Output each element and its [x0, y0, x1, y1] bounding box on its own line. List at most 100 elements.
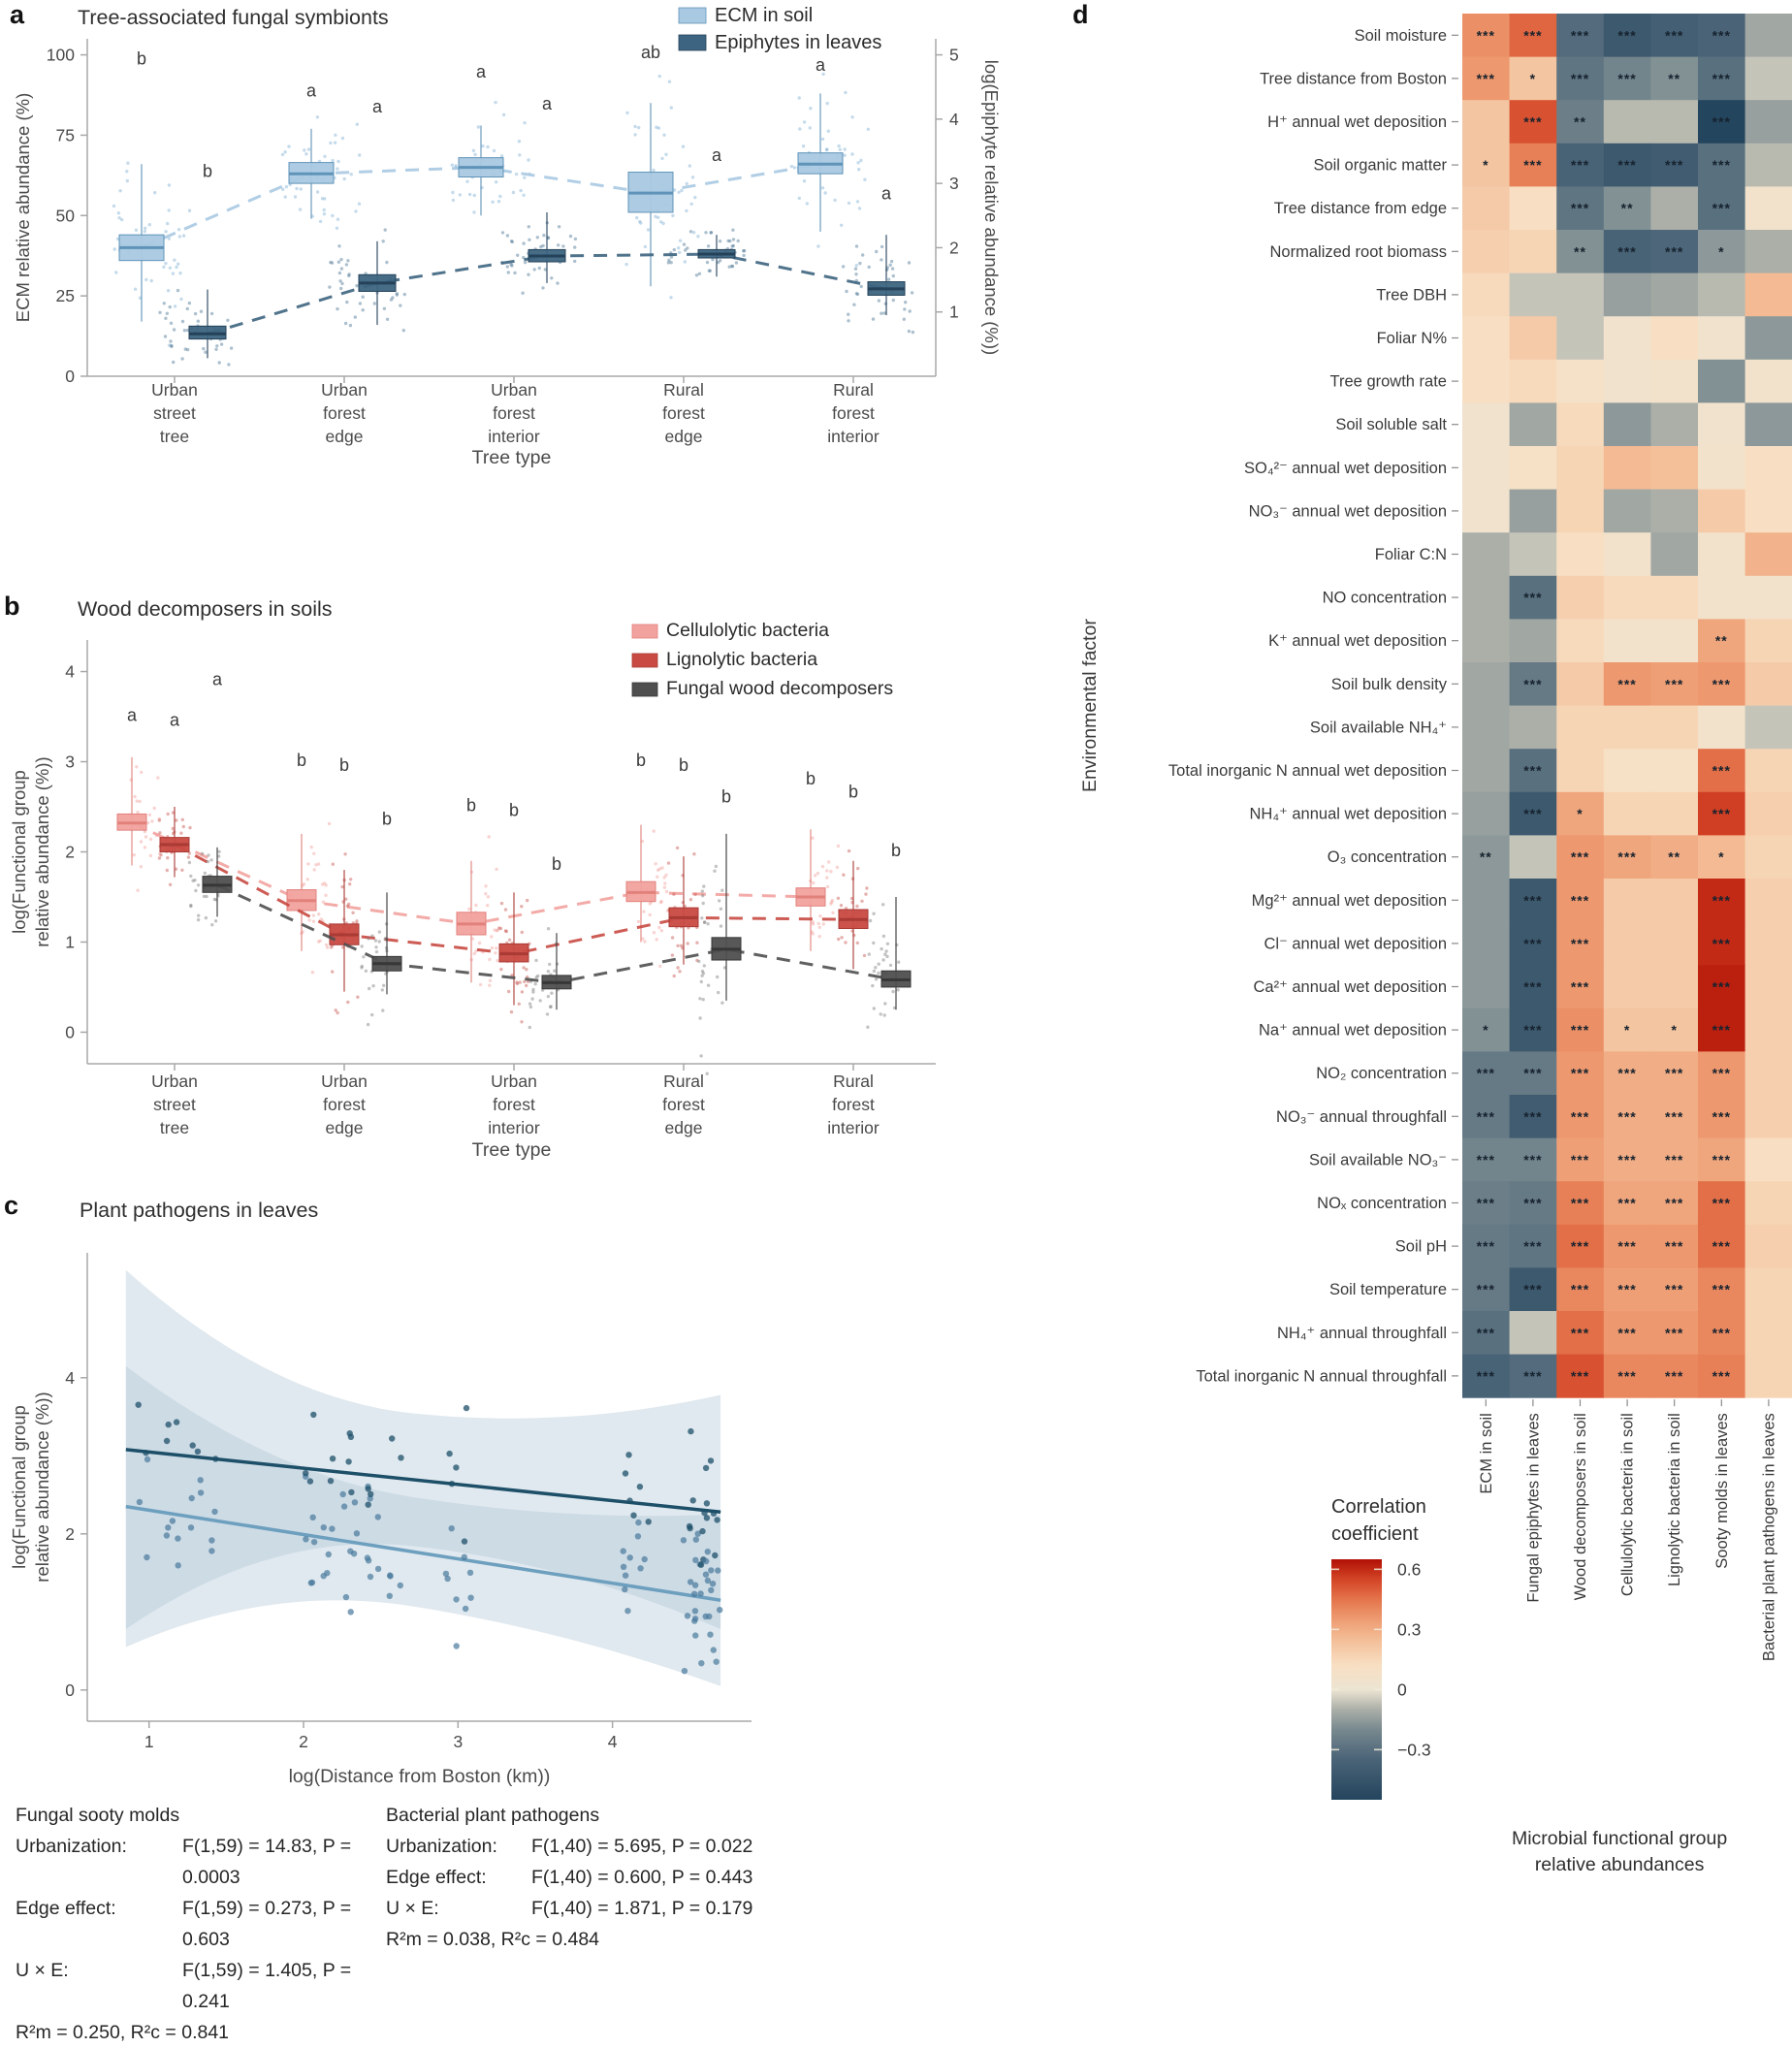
svg-text:b: b: [679, 755, 688, 775]
svg-text:***: ***: [1571, 1325, 1589, 1340]
svg-text:NO₂ concentration: NO₂ concentration: [1316, 1065, 1447, 1082]
svg-text:NH₄⁺ annual throughfall: NH₄⁺ annual throughfall: [1277, 1325, 1447, 1342]
panel-b-title: Wood decomposers in soils: [78, 597, 333, 621]
svg-text:0: 0: [65, 1022, 75, 1041]
panel-a-boxplot: 0 25 50 75 100 1 2 3 4 5 ECM relative abundance (%…: [13, 5, 1002, 468]
stats-left-row: U × E: F(1,59) = 1.405, P = 0.241: [16, 1960, 352, 2012]
svg-text:Lignolytic bacteria: Lignolytic bacteria: [666, 649, 817, 670]
svg-text:Mg²⁺ annual wet deposition: Mg²⁺ annual wet deposition: [1252, 892, 1447, 910]
svg-text:4: 4: [65, 1368, 75, 1388]
svg-text:**: **: [1621, 201, 1634, 216]
stats-right-row: Edge effect: F(1,40) = 0.600, P = 0.443: [386, 1867, 753, 1888]
svg-text:forest: forest: [832, 403, 875, 423]
stats-right-footer: R²m = 0.038, R²c = 0.484: [386, 1929, 600, 1950]
svg-text:***: ***: [1523, 1238, 1542, 1254]
svg-text:forest: forest: [662, 1095, 705, 1114]
svg-text:**: **: [1574, 243, 1586, 259]
svg-text:Soil pH: Soil pH: [1395, 1238, 1447, 1256]
svg-text:SO₄²⁻ annual wet deposition: SO₄²⁻ annual wet deposition: [1244, 460, 1447, 477]
svg-text:ab: ab: [641, 43, 660, 62]
svg-text:a: a: [712, 145, 722, 165]
figure-root: a Tree-associated fungal symbionts b Woo…: [4, 0, 1792, 2043]
svg-text:*: *: [1530, 71, 1536, 86]
svg-text:***: ***: [1665, 243, 1683, 259]
svg-text:Lignolytic bacteria in soil: Lignolytic bacteria in soil: [1666, 1413, 1683, 1586]
svg-text:interior: interior: [488, 1118, 540, 1137]
svg-text:0.3: 0.3: [1397, 1619, 1421, 1639]
svg-text:4: 4: [608, 1732, 618, 1751]
svg-text:Na⁺ annual wet deposition: Na⁺ annual wet deposition: [1259, 1022, 1447, 1040]
svg-text:interior: interior: [488, 427, 540, 446]
svg-text:Cl⁻ annual wet deposition: Cl⁻ annual wet deposition: [1264, 935, 1448, 952]
svg-text:b: b: [509, 800, 519, 819]
svg-text:2: 2: [299, 1732, 308, 1751]
svg-text:b: b: [137, 49, 146, 69]
svg-text:***: ***: [1665, 1152, 1683, 1168]
svg-text:street: street: [153, 403, 196, 423]
svg-text:***: ***: [1477, 1066, 1495, 1081]
svg-text:***: ***: [1477, 1108, 1495, 1124]
svg-text:100: 100: [47, 46, 75, 65]
svg-text:***: ***: [1477, 1152, 1495, 1168]
svg-text:K⁺ annual wet deposition: K⁺ annual wet deposition: [1268, 632, 1447, 650]
svg-text:***: ***: [1617, 157, 1636, 173]
svg-text:Urban: Urban: [151, 380, 198, 400]
svg-text:***: ***: [1523, 157, 1542, 173]
svg-text:2: 2: [65, 843, 75, 862]
svg-text:Urban: Urban: [321, 380, 368, 400]
svg-text:***: ***: [1712, 806, 1731, 821]
svg-text:***: ***: [1571, 1022, 1589, 1038]
svg-text:Urban: Urban: [491, 380, 537, 400]
svg-text:*: *: [1718, 849, 1724, 865]
svg-text:b: b: [806, 769, 816, 788]
svg-text:1: 1: [949, 303, 959, 322]
svg-text:***: ***: [1665, 1066, 1683, 1081]
svg-text:**: **: [1668, 71, 1680, 86]
svg-text:a: a: [306, 81, 317, 101]
svg-text:**: **: [1574, 114, 1586, 130]
svg-text:Soil organic matter: Soil organic matter: [1313, 157, 1447, 175]
svg-text:***: ***: [1617, 1325, 1636, 1340]
svg-text:street: street: [153, 1095, 196, 1114]
svg-text:b: b: [203, 162, 212, 181]
svg-text:a: a: [372, 97, 383, 116]
svg-text:***: ***: [1477, 71, 1495, 86]
svg-text:Wood decomposers in soil: Wood decomposers in soil: [1572, 1413, 1589, 1600]
svg-text:Soil available NO₃⁻: Soil available NO₃⁻: [1309, 1151, 1447, 1168]
svg-text:***: ***: [1477, 1282, 1495, 1297]
svg-text:1: 1: [144, 1732, 154, 1751]
svg-text:***: ***: [1523, 114, 1542, 130]
svg-text:***: ***: [1712, 71, 1731, 86]
svg-text:***: ***: [1571, 979, 1589, 995]
svg-text:*: *: [1718, 243, 1724, 259]
svg-text:***: ***: [1712, 1022, 1731, 1038]
svg-text:3: 3: [453, 1732, 463, 1751]
svg-text:b: b: [636, 751, 646, 770]
svg-text:forest: forest: [323, 403, 366, 423]
svg-text:***: ***: [1665, 1238, 1683, 1254]
panel-c-title: Plant pathogens in leaves: [80, 1199, 319, 1222]
svg-text:***: ***: [1617, 1282, 1636, 1297]
svg-text:***: ***: [1712, 1066, 1731, 1081]
svg-text:***: ***: [1571, 1282, 1589, 1297]
panel-c-letter: c: [4, 1191, 19, 1220]
svg-text:***: ***: [1571, 936, 1589, 951]
svg-text:***: ***: [1712, 1152, 1731, 1168]
svg-text:***: ***: [1523, 676, 1542, 691]
svg-text:a: a: [542, 94, 553, 113]
svg-text:1: 1: [65, 932, 75, 951]
svg-text:ECM in soil: ECM in soil: [715, 5, 813, 26]
svg-text:coefficient: coefficient: [1331, 1523, 1419, 1545]
svg-text:interior: interior: [827, 427, 880, 446]
stats-right-title: Bacterial plant pathogens: [386, 1805, 600, 1826]
svg-text:b: b: [552, 854, 561, 874]
svg-text:***: ***: [1712, 1368, 1731, 1384]
svg-text:edge: edge: [665, 427, 703, 446]
svg-text:**: **: [1715, 633, 1728, 649]
stats-left-row: Urbanization: F(1,59) = 14.83, P = 0.0003: [16, 1836, 352, 1888]
svg-text:***: ***: [1571, 892, 1589, 908]
panel-c-scatterplot: 0 2 4 1 2 3 4 log(Functional group relative abun…: [9, 1253, 752, 1787]
svg-text:Ca²⁺ annual wet deposition: Ca²⁺ annual wet deposition: [1254, 978, 1448, 996]
svg-text:***: ***: [1523, 1368, 1542, 1384]
svg-text:Soil temperature: Soil temperature: [1329, 1281, 1447, 1298]
